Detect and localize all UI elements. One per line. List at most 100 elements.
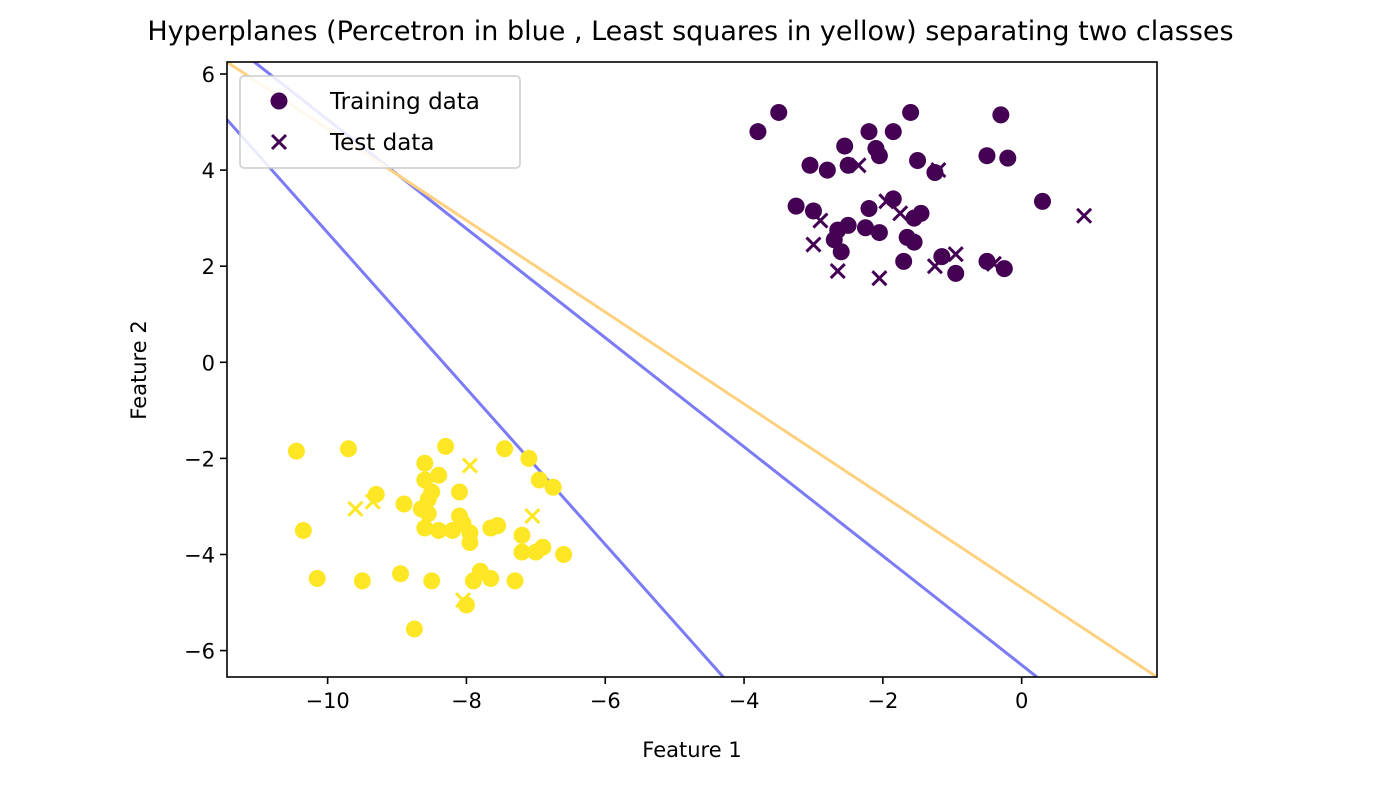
training-point	[367, 485, 385, 503]
training-point	[832, 243, 850, 261]
y-tick-label: 4	[202, 159, 215, 183]
test-point	[347, 500, 364, 517]
training-point	[787, 197, 805, 215]
y-tick-label: −6	[184, 640, 215, 664]
training-point	[437, 437, 455, 455]
training-point	[902, 103, 920, 121]
legend-marker-training	[270, 92, 288, 110]
training-point	[933, 248, 951, 266]
test-point	[947, 246, 964, 263]
plot-frame	[226, 61, 1158, 678]
training-point	[895, 252, 913, 270]
legend-box	[239, 75, 521, 169]
training-point	[416, 519, 434, 537]
training-point	[416, 454, 434, 472]
x-tick-label: −6	[590, 689, 621, 713]
training-point	[801, 156, 819, 174]
legend-marker-test	[270, 133, 288, 151]
training-point	[870, 147, 888, 165]
training-point	[555, 545, 573, 563]
legend-label-test: Test data	[329, 130, 434, 156]
x-tick-label: −10	[305, 689, 349, 713]
training-point	[905, 233, 923, 251]
test-point	[930, 162, 947, 179]
y-tick-label: 0	[202, 351, 215, 375]
chart-title: Hyperplanes (Percetron in blue , Least s…	[147, 16, 1234, 47]
test-point	[926, 258, 943, 275]
training-point	[294, 521, 312, 539]
training-point	[884, 123, 902, 141]
test-point	[461, 457, 478, 474]
training-point	[451, 483, 468, 501]
training-point	[870, 224, 888, 242]
training-point	[999, 149, 1017, 167]
training-point	[860, 200, 878, 218]
training-point	[444, 521, 462, 539]
training-point	[1033, 192, 1051, 210]
test-point	[1076, 207, 1093, 224]
training-point	[353, 572, 371, 590]
test-point	[805, 236, 822, 253]
training-point	[464, 572, 482, 590]
training-point	[430, 521, 448, 539]
test-point	[829, 262, 846, 280]
data-points	[287, 103, 1093, 638]
y-tick-label: −4	[184, 543, 215, 567]
training-point	[836, 137, 854, 155]
y-tick-label: −2	[184, 447, 215, 471]
y-axis-label: Feature 2	[127, 320, 151, 419]
training-point	[527, 543, 545, 561]
training-point	[749, 123, 767, 141]
legend-label-training: Training data	[329, 89, 480, 115]
test-point	[878, 193, 895, 210]
training-point	[308, 570, 326, 588]
test-point	[850, 157, 867, 174]
test-point	[871, 270, 888, 287]
training-point	[544, 478, 562, 496]
x-tick-label: −8	[451, 689, 482, 713]
training-point	[857, 219, 875, 237]
training-point	[513, 526, 531, 544]
x-axis-label: Feature 1	[642, 738, 741, 762]
training-point	[506, 572, 524, 590]
training-point	[905, 209, 923, 227]
training-point	[287, 442, 305, 460]
training-point	[804, 202, 822, 220]
hyperplane-line-0	[227, 118, 725, 677]
test-point	[812, 212, 829, 229]
y-tick-label: 2	[202, 255, 215, 279]
training-point	[395, 495, 413, 513]
x-tick-label: −2	[867, 689, 898, 713]
legend: Training data Test data	[239, 75, 521, 169]
test-point	[985, 255, 1002, 272]
x-tick-label: 0	[1015, 689, 1028, 713]
training-point	[419, 505, 437, 523]
test-point	[892, 205, 909, 222]
training-point	[405, 620, 423, 638]
x-tick-label: −4	[729, 689, 760, 713]
training-point	[513, 543, 531, 561]
training-point	[818, 161, 836, 179]
training-point	[482, 519, 500, 537]
x-axis-ticks: −10 −8 −6 −4 −2 0	[305, 677, 1028, 713]
training-point	[770, 103, 788, 121]
test-point	[364, 493, 381, 510]
training-point	[978, 147, 996, 165]
training-point	[520, 449, 538, 467]
training-point	[423, 572, 441, 590]
training-point	[530, 471, 548, 489]
training-point	[430, 466, 448, 484]
training-point	[482, 570, 500, 588]
training-point	[947, 264, 965, 282]
training-point	[461, 533, 479, 551]
training-point	[392, 565, 410, 583]
y-tick-label: 6	[202, 63, 215, 87]
training-point	[339, 440, 357, 458]
test-point	[454, 592, 472, 609]
y-axis-ticks: −6 −4 −2 0 2 4 6	[184, 63, 227, 664]
test-point	[524, 507, 541, 525]
training-point	[496, 440, 514, 458]
training-point	[860, 123, 878, 141]
training-point	[995, 260, 1013, 278]
